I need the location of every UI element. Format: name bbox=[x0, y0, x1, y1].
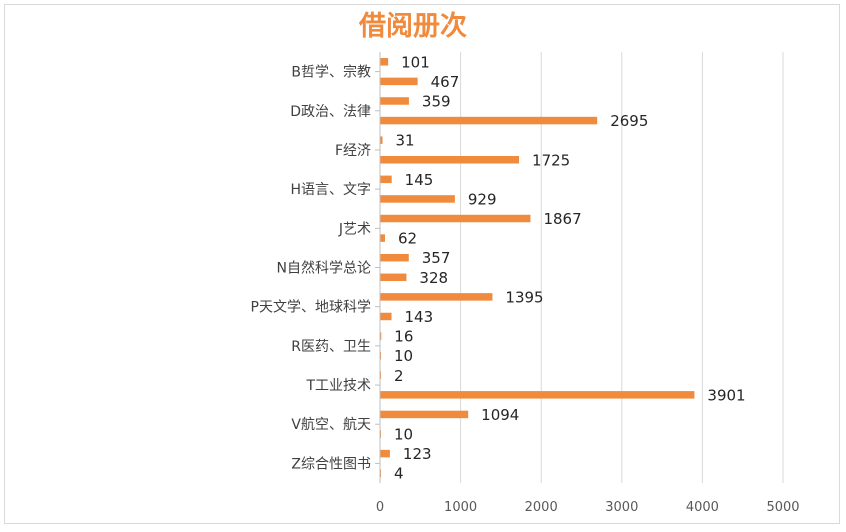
data-label: 31 bbox=[395, 132, 414, 150]
x-axis-ticks: 0 1000 2000 3000 4000 5000 bbox=[376, 500, 800, 515]
data-label: 143 bbox=[405, 308, 434, 326]
data-label: 1094 bbox=[481, 406, 519, 424]
bar bbox=[380, 214, 531, 223]
data-label: 10 bbox=[394, 347, 413, 365]
bars bbox=[380, 58, 695, 477]
bar bbox=[380, 332, 382, 340]
category-label: D政治、法律 bbox=[290, 104, 371, 120]
category-label: P天文学、地球科学 bbox=[251, 300, 371, 316]
data-label: 3901 bbox=[707, 386, 745, 404]
bar bbox=[380, 391, 695, 399]
data-label: 123 bbox=[403, 445, 432, 463]
x-tick-label: 4000 bbox=[686, 500, 719, 515]
x-tick-label: 0 bbox=[376, 500, 384, 515]
bar bbox=[380, 175, 392, 184]
bar bbox=[380, 234, 385, 242]
data-label: 467 bbox=[431, 73, 460, 91]
category-label: T工业技术 bbox=[305, 378, 371, 394]
chart-frame bbox=[4, 4, 840, 524]
data-label: 2 bbox=[394, 367, 404, 385]
category-labels: B哲学、宗教 D政治、法律 F经济 H语言、文字 J艺术 N自然科学总论 P天文学、地球科学… bbox=[251, 65, 380, 472]
chart-title: 借阅册次 bbox=[358, 11, 467, 42]
category-label: H语言、文字 bbox=[290, 182, 371, 198]
bar bbox=[380, 156, 520, 164]
data-label: 145 bbox=[405, 171, 434, 189]
data-label: 1395 bbox=[505, 288, 543, 306]
category-label: J艺术 bbox=[338, 221, 371, 237]
category-label: Z综合性图书 bbox=[291, 456, 371, 472]
data-label: 1725 bbox=[532, 151, 570, 169]
bar bbox=[380, 253, 409, 262]
data-label: 2695 bbox=[610, 112, 648, 130]
category-label: V航空、航天 bbox=[291, 417, 371, 433]
bar bbox=[380, 195, 455, 203]
data-label: 4 bbox=[394, 465, 404, 483]
data-label: 62 bbox=[398, 230, 417, 248]
bar bbox=[380, 449, 390, 458]
bar bbox=[380, 116, 598, 125]
bar bbox=[380, 58, 389, 66]
data-label: 357 bbox=[422, 249, 451, 267]
bar bbox=[380, 273, 407, 282]
data-label: 10 bbox=[394, 426, 413, 444]
data-label: 929 bbox=[468, 190, 497, 208]
x-tick-label: 3000 bbox=[605, 500, 638, 515]
data-label: 328 bbox=[419, 269, 448, 287]
data-label: 16 bbox=[394, 328, 413, 346]
bar bbox=[380, 77, 418, 86]
x-tick-label: 5000 bbox=[766, 500, 799, 515]
category-label: B哲学、宗教 bbox=[291, 65, 371, 81]
data-label: 101 bbox=[401, 53, 430, 71]
category-label: R医药、卫生 bbox=[291, 339, 371, 355]
x-tick-label: 2000 bbox=[525, 500, 558, 515]
data-label: 1867 bbox=[543, 210, 581, 228]
x-tick-label: 1000 bbox=[444, 500, 477, 515]
bar bbox=[380, 410, 469, 419]
data-label: 359 bbox=[422, 92, 451, 110]
bar bbox=[380, 293, 493, 301]
category-label: F经济 bbox=[335, 143, 371, 159]
bar bbox=[380, 136, 383, 144]
bar bbox=[380, 312, 392, 321]
category-label: N自然科学总论 bbox=[277, 260, 371, 277]
bar bbox=[380, 97, 409, 105]
